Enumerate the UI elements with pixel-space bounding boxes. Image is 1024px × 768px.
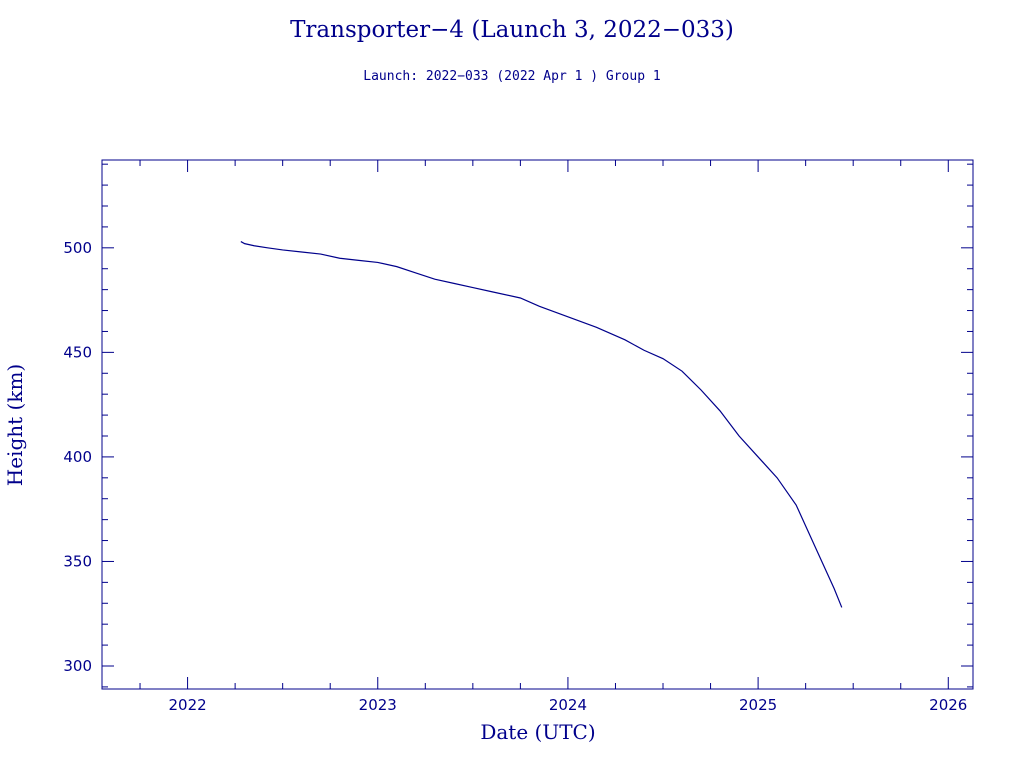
x-tick-label: 2023	[359, 696, 397, 714]
y-axis-ticks	[102, 163, 973, 688]
x-tick-label: 2022	[168, 696, 206, 714]
y-axis-label: Height (km)	[3, 364, 27, 486]
plot-frame	[101, 159, 974, 690]
y-tick-label: 350	[63, 552, 92, 570]
chart-subtitle: Launch: 2022−033 (2022 Apr 1 ) Group 1	[363, 69, 660, 84]
x-axis-tick-labels: 2022 2023 2024 2025 2026	[168, 696, 967, 714]
chart-title: Transporter−4 (Launch 3, 2022−033)	[290, 17, 734, 43]
x-tick-label: 2024	[549, 696, 587, 714]
y-axis-tick-labels: 300 350 400 450 500	[63, 239, 92, 675]
y-tick-label: 400	[63, 448, 92, 466]
series-line-height	[240, 241, 843, 608]
x-tick-label: 2025	[739, 696, 777, 714]
y-tick-label: 500	[63, 239, 92, 257]
x-axis-ticks	[139, 160, 949, 689]
y-tick-label: 300	[63, 657, 92, 675]
x-axis-label: Date (UTC)	[480, 720, 595, 744]
x-tick-label: 2026	[929, 696, 967, 714]
y-tick-label: 450	[63, 343, 92, 361]
